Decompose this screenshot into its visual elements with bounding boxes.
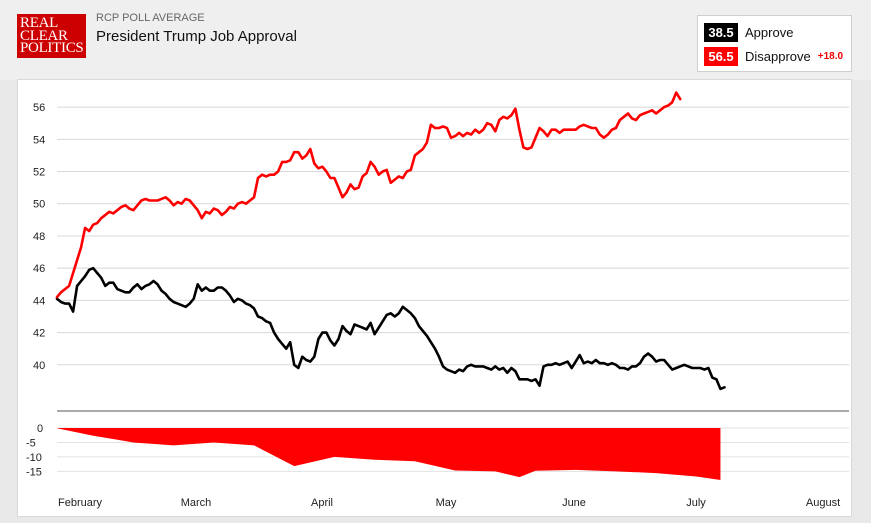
approve-label: Approve [745, 24, 794, 40]
y-tick-label: 56 [33, 102, 45, 114]
x-tick-label: April [311, 497, 333, 509]
disapprove-value-badge: 56.5 [704, 46, 738, 66]
legend-disapprove-row: 56.5 Disapprove +18.0 [704, 46, 843, 66]
disapprove-label: Disapprove [745, 48, 811, 64]
legend-approve-row: 38.5 Approve [704, 22, 793, 42]
x-tick-label: February [58, 497, 103, 509]
x-tick-label: August [806, 497, 840, 509]
x-tick-label: May [436, 497, 457, 509]
series-line-disapprove [55, 91, 682, 299]
y-tick-label: 50 [33, 199, 45, 211]
chart-title: President Trump Job Approval [96, 28, 297, 45]
x-tick-label: March [181, 497, 212, 509]
spread-y-tick-label: 0 [37, 423, 43, 435]
spread-y-tick-label: -10 [26, 452, 42, 464]
y-tick-label: 52 [33, 167, 45, 179]
spread-y-tick-label: -5 [26, 437, 36, 449]
logo-line-2: CLEAR [20, 27, 68, 44]
y-tick-label: 42 [33, 328, 45, 340]
spread-value: +18.0 [817, 50, 844, 62]
y-tick-label: 40 [33, 360, 45, 372]
y-tick-label: 44 [33, 295, 45, 307]
approve-value-badge: 38.5 [704, 22, 738, 42]
logo-line-1: REAL [20, 15, 58, 31]
series-line-approve [55, 266, 726, 391]
y-tick-label: 46 [33, 263, 45, 275]
chart-subtitle: RCP POLL AVERAGE [96, 12, 205, 24]
y-tick-label: 48 [33, 231, 45, 243]
y-tick-label: 54 [33, 134, 45, 146]
x-tick-label: June [562, 497, 586, 509]
x-tick-label: July [686, 497, 706, 509]
rcp-logo: REAL CLEAR POLITICS [17, 14, 86, 58]
chart-legend: 38.5 Approve 56.5 Disapprove +18.0 [697, 15, 852, 72]
spread-y-tick-label: -15 [26, 466, 42, 478]
logo-line-3: POLITICS [20, 40, 84, 56]
spread-area [57, 428, 721, 480]
